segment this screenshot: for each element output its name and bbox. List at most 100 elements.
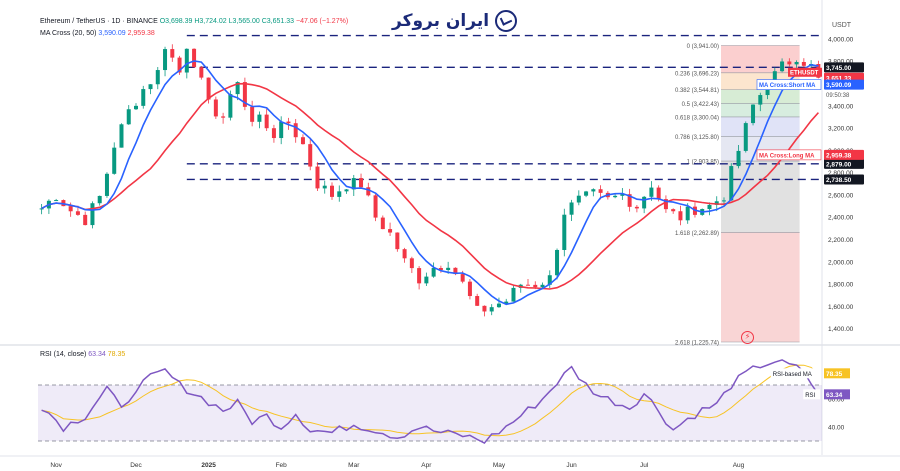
- time-tick-label: May: [493, 462, 506, 469]
- time-tick-label: Jun: [566, 462, 577, 469]
- candle-body: [685, 206, 690, 221]
- watermark-logo: ایران بروکر: [392, 10, 518, 32]
- candle-body: [576, 195, 581, 203]
- candle-body: [598, 189, 603, 193]
- high-value: H3,724.02: [194, 18, 227, 25]
- level-price-tag-text: 3,745.00: [826, 65, 852, 72]
- candle-body: [569, 202, 574, 215]
- candle-body: [482, 305, 487, 312]
- rsi-value-tag-text: 63.34: [826, 392, 843, 399]
- candle-body: [330, 185, 334, 197]
- candle-body: [155, 70, 160, 85]
- candle-body: [235, 82, 240, 95]
- candle-body: [671, 209, 676, 212]
- candle-body: [163, 49, 168, 71]
- candle-body: [649, 187, 654, 197]
- rsi-value-tag-text: 78.35: [826, 371, 843, 378]
- candle-body: [562, 214, 567, 250]
- rsi-tick-label: 40.00: [828, 425, 845, 432]
- candle-body: [54, 200, 59, 202]
- candle-body: [475, 296, 480, 306]
- candle-body: [714, 201, 719, 205]
- candle-body: [540, 284, 545, 288]
- price-tick-label: 1,800.00: [828, 282, 854, 289]
- fib-level-label: 0.382 (3,544.81): [675, 88, 719, 94]
- ma-value-tag[interactable]: [824, 79, 864, 90]
- candle-body: [395, 232, 400, 250]
- time-axis[interactable]: Nov Dec 2025 Feb Mar Apr May Jun Jul Aug: [0, 455, 900, 469]
- candle-body: [722, 200, 726, 202]
- level-price-tag[interactable]: [824, 62, 864, 73]
- rsi-legend[interactable]: RSI (14, close) 63.34 78.35: [40, 351, 125, 358]
- time-tick-label: Jul: [640, 462, 649, 469]
- level-price-tag[interactable]: [824, 158, 864, 169]
- candle-body: [758, 95, 763, 105]
- symbol-legend[interactable]: Ethereum / TetherUS · 1D · BINANCE O3,69…: [40, 18, 348, 25]
- candle-body: [359, 178, 364, 188]
- candle-body: [213, 99, 218, 117]
- candle-body: [170, 49, 175, 58]
- fib-zone-band: [721, 232, 800, 342]
- price-tick-label: 3,200.00: [828, 126, 854, 133]
- candle-body: [148, 84, 153, 90]
- rsi-tick-label: 60.00: [828, 397, 845, 404]
- candle-body: [547, 275, 552, 285]
- candle-body: [322, 185, 327, 189]
- rsi-pane[interactable]: RSI RSI-based MA: [38, 359, 822, 445]
- candle-body: [75, 211, 80, 215]
- candle-body: [126, 109, 131, 125]
- candle-body: [134, 105, 138, 110]
- fib-level-label: 0.236 (3,696.23): [675, 71, 719, 77]
- ma-value-tag-text: 3,590.09: [826, 82, 852, 89]
- open-value: O3,698.39: [159, 18, 193, 25]
- candle-body: [591, 189, 596, 192]
- rsi-name-tag[interactable]: [803, 389, 820, 400]
- price-tick-label: 1,400.00: [828, 326, 854, 333]
- change-value: −47.06 (−1.27%): [296, 18, 349, 25]
- ma-name-tag[interactable]: [756, 79, 822, 90]
- candle-body: [380, 217, 385, 230]
- fib-level-label: 0.5 (3,422.43): [682, 102, 719, 108]
- chart-arrow-logo-icon: [495, 10, 518, 32]
- candle-body: [90, 203, 95, 226]
- level-price-tag[interactable]: [824, 174, 864, 185]
- ma-value-tag[interactable]: [824, 149, 864, 160]
- ma-name-tag[interactable]: [756, 149, 822, 161]
- ma-short-line: [41, 60, 819, 306]
- rsi-name-tag[interactable]: [770, 368, 820, 379]
- fib-level-label: 0.618 (3,300.04): [675, 115, 719, 121]
- time-tick-label: Dec: [130, 462, 142, 469]
- time-tick-label: Nov: [50, 462, 62, 469]
- candle-body: [293, 123, 298, 138]
- currency-label: USDT: [832, 22, 852, 29]
- symbol-tag[interactable]: [788, 67, 822, 77]
- ma-legend[interactable]: MA Cross (20, 50) 3,590.09 2,959.38: [40, 30, 155, 37]
- ma-long-legend-value: 2,959.38: [127, 30, 155, 37]
- candle-body: [250, 106, 255, 122]
- rsi-value-tag[interactable]: [824, 368, 850, 379]
- candle-body: [489, 307, 494, 312]
- rsi-value-tag[interactable]: [824, 389, 850, 400]
- candle-body: [678, 211, 683, 221]
- fib-level-label: 0 (3,941.00): [687, 44, 719, 50]
- candle-body: [707, 204, 712, 210]
- candle-body: [257, 114, 262, 122]
- candle-body: [141, 89, 146, 106]
- flash-alert-icon[interactable]: ⚡: [741, 331, 754, 344]
- time-tick-label: Feb: [276, 462, 288, 469]
- price-pane[interactable]: 0 (3,941.00) 0.236 (3,696.23) 0.382 (3,544…: [0, 0, 900, 455]
- candle-body: [97, 195, 102, 204]
- fib-level-label: 1 (2,903.85): [687, 160, 719, 166]
- ma-short-legend-value: 3,590.09: [98, 30, 126, 37]
- candle-body: [663, 199, 668, 210]
- candle-body: [286, 121, 291, 124]
- candle-body: [315, 166, 320, 189]
- price-tick-label: 4,000.00: [828, 36, 854, 43]
- candle-body: [627, 194, 632, 207]
- candle-body: [656, 187, 661, 200]
- fib-zone-band: [721, 116, 800, 137]
- candle-body: [613, 195, 618, 198]
- price-axis[interactable]: 4,000.003,800.003,600.003,400.003,200.00…: [824, 36, 864, 432]
- candle-body: [787, 61, 792, 65]
